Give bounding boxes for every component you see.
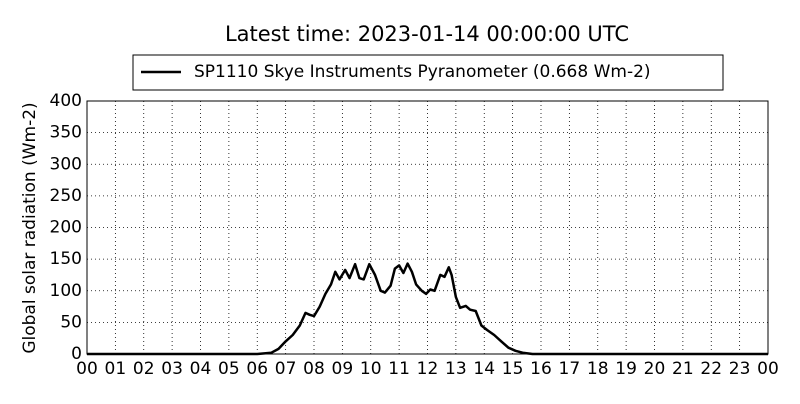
y-tick-label: 350 [50, 123, 82, 143]
y-tick-label: 250 [50, 186, 82, 206]
y-axis-label: Global solar radiation (Wm-2) [20, 102, 40, 353]
x-tick-label: 08 [303, 359, 325, 379]
x-tick-label: 11 [388, 359, 410, 379]
x-tick-label: 03 [161, 359, 183, 379]
x-tick-label: 06 [246, 359, 268, 379]
x-tick-label: 07 [275, 359, 297, 379]
y-tick-label: 50 [60, 312, 82, 332]
x-tick-label: 09 [332, 359, 354, 379]
data-line [87, 262, 768, 356]
legend-label: SP1110 Skye Instruments Pyranometer (0.6… [194, 62, 651, 82]
plot-frame [86, 100, 769, 355]
x-tick-label: 05 [218, 359, 240, 379]
x-tick-label: 14 [473, 359, 495, 379]
x-tick-label: 17 [559, 359, 581, 379]
x-tick-label: 22 [700, 359, 722, 379]
x-tick-label: 23 [729, 359, 751, 379]
x-tick-label: 02 [133, 359, 155, 379]
x-tick-label: 18 [587, 359, 609, 379]
x-tick-label: 13 [445, 359, 467, 379]
y-tick-label: 400 [50, 91, 82, 111]
y-tick-label: 100 [50, 281, 82, 301]
x-tick-label: 16 [530, 359, 552, 379]
x-tick-label: 21 [672, 359, 694, 379]
chart-title: Latest time: 2023-01-14 00:00:00 UTC [225, 22, 629, 46]
x-tick-label: 04 [190, 359, 212, 379]
x-tick-label: 00 [757, 359, 779, 379]
x-tick-label: 10 [360, 359, 382, 379]
y-tick-label: 300 [50, 154, 82, 174]
x-tick-label: 12 [417, 359, 439, 379]
x-tick-label: 20 [644, 359, 666, 379]
y-tick-label: 150 [50, 249, 82, 269]
x-tick-label: 00 [76, 359, 98, 379]
x-tick-label: 15 [502, 359, 524, 379]
x-tick-label: 19 [615, 359, 637, 379]
y-tick-label: 0 [71, 344, 82, 364]
y-tick-label: 200 [50, 218, 82, 238]
x-tick-label: 01 [105, 359, 127, 379]
legend [132, 54, 724, 91]
